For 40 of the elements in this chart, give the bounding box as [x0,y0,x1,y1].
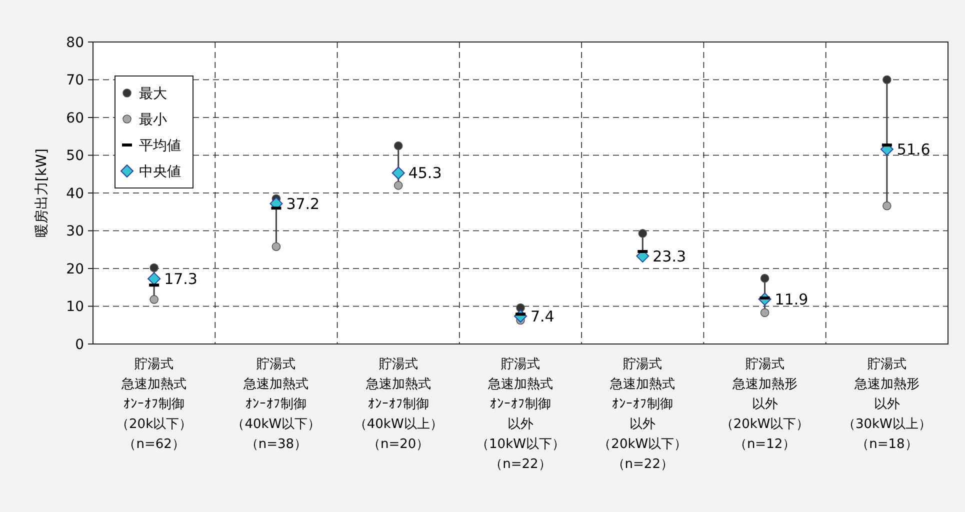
legend-label: 最大 [139,86,167,102]
point [882,75,892,84]
y-tick-label: 10 [66,299,84,316]
data-label: 37.2 [286,194,320,213]
y-tick-label: 70 [66,72,84,89]
point [882,201,892,210]
data-label: 51.6 [896,140,930,158]
data-label: 45.3 [408,164,442,182]
point [272,242,281,252]
point [760,274,770,283]
point [392,166,405,180]
data-label: 7.4 [530,307,554,326]
x-tick-label: 貯湯式急速加熱式ｵﾝｰｵﾌ制御（40kW以下）（n=38） [232,357,321,452]
point [150,263,158,272]
point [638,228,648,238]
point [394,141,403,150]
y-tick-label: 30 [66,224,84,240]
point [394,181,403,190]
x-tick-label: 貯湯式急速加熱式ｵﾝｰｵﾌ制御以外（20kW以下）（n=22） [598,357,688,472]
data-label: 11.9 [774,290,808,308]
y-axis-title: 暖房出力[kW] [34,148,50,238]
y-tick-label: 20 [66,261,84,278]
x-tick-label: 貯湯式急速加熱形以外（20kW以下）（n=12） [720,357,810,452]
legend-label: 平均値 [139,138,181,154]
data-label: 23.3 [652,247,686,266]
x-tick-label: 貯湯式急速加熱式ｵﾝｰｵﾌ制御（40kW以上）（n=20） [354,357,443,452]
y-tick-label: 50 [66,148,84,164]
legend-label: 中央値 [139,164,181,180]
x-tick-label: 貯湯式急速加熱式ｵﾝｰｵﾌ制御以外（10kW以下）（n=22） [476,357,565,472]
point [148,272,161,286]
y-tick-label: 0 [75,336,84,353]
point [760,308,770,318]
legend-label: 最小 [139,112,167,128]
x-tick-label: 貯湯式急速加熱形以外（30kW以上）（n=18） [842,357,932,452]
y-tick-label: 60 [66,110,84,126]
data-label: 17.3 [164,270,198,288]
y-tick-label: 80 [66,34,84,51]
point [150,295,158,304]
x-tick-label: 貯湯式急速加熱式ｵﾝｰｵﾌ制御（20k以下）（n=62） [116,357,192,452]
y-tick-label: 40 [66,186,84,202]
